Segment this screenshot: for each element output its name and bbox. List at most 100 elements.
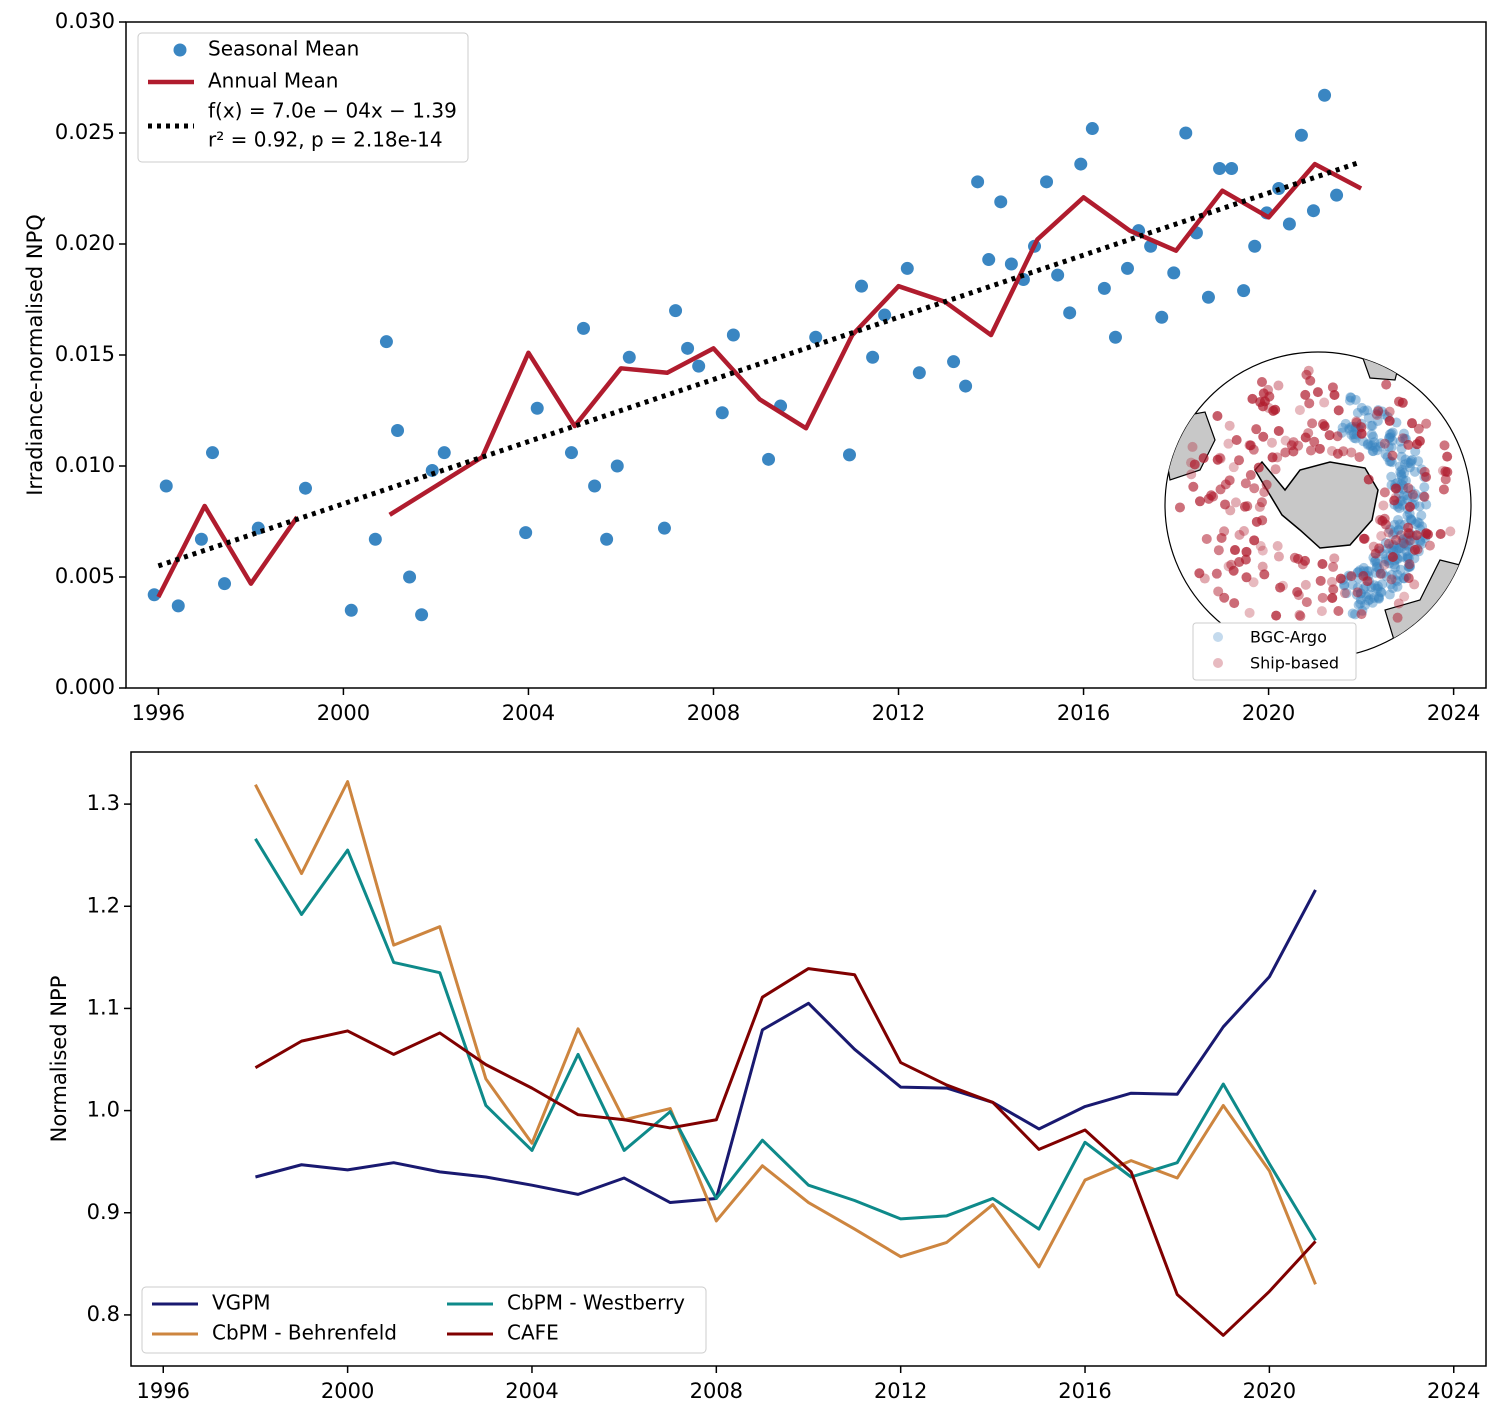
map-dot <box>1387 450 1398 461</box>
legend-label: CbPM - Westberry <box>507 1291 685 1315</box>
legend-box <box>137 32 469 163</box>
map-dot <box>1257 545 1268 556</box>
map-dot <box>1247 393 1258 404</box>
map-dot <box>1223 438 1234 449</box>
map-dot <box>1386 574 1397 585</box>
map-dot <box>1389 527 1400 538</box>
legend-label: BGC-Argo <box>1250 628 1327 647</box>
data-point <box>391 423 405 437</box>
map-dot <box>1198 453 1209 464</box>
map-dot <box>1410 489 1421 500</box>
map-dot <box>1379 559 1390 570</box>
map-dot <box>1194 568 1205 579</box>
map-dot <box>1275 582 1286 593</box>
map-dot <box>1405 458 1416 469</box>
map-dot <box>1375 568 1386 579</box>
data-point <box>1063 306 1077 320</box>
map-dot <box>1220 479 1231 490</box>
data-point <box>622 350 636 364</box>
y-tick-label: 0.8 <box>87 1302 120 1326</box>
map-dot <box>1300 555 1311 566</box>
data-point <box>1085 122 1099 136</box>
map-dot <box>1280 447 1291 458</box>
map-dot <box>1359 533 1370 544</box>
map-dot <box>1366 429 1377 440</box>
map-dot <box>1376 530 1387 541</box>
map-dot <box>1403 439 1414 450</box>
map-dot <box>1399 459 1410 470</box>
map-dot <box>1396 495 1407 506</box>
map-dot <box>1403 527 1414 538</box>
data-point <box>218 577 232 591</box>
data-point <box>726 328 740 342</box>
map-dot <box>1259 569 1270 580</box>
map-dot <box>1366 420 1377 431</box>
legend-marker <box>1213 632 1223 642</box>
map-dot <box>1421 471 1432 482</box>
x-tick-label: 1996 <box>137 1379 190 1403</box>
map-dot <box>1389 559 1400 570</box>
map-dot <box>1228 565 1239 576</box>
map-dot <box>1398 428 1409 439</box>
x-tick-label: 2024 <box>1427 1379 1480 1403</box>
data-point <box>403 570 417 584</box>
map-dot <box>1328 561 1339 572</box>
map-dot <box>1414 518 1425 529</box>
map-dot <box>1397 464 1408 475</box>
map-dot <box>1409 544 1420 555</box>
inset-map: BGC-Argo Ship-based <box>1164 351 1472 681</box>
map-dot <box>1326 576 1337 587</box>
map-dot <box>1406 455 1417 466</box>
map-dot <box>1270 464 1281 475</box>
x-tick-label: 2000 <box>317 701 370 725</box>
legend-label: r² = 0.92, p = 2.18e-14 <box>208 128 443 152</box>
map-dot <box>1234 529 1245 540</box>
map-dot <box>1351 417 1362 428</box>
map-dot <box>1387 435 1398 446</box>
map-dot <box>1397 397 1408 408</box>
map-dot <box>1421 499 1432 510</box>
map-dot <box>1273 380 1284 391</box>
map-dot <box>1300 579 1311 590</box>
legend: VGPM CbPM - Behrenfeld CbPM - Westberry CAF… <box>141 1286 707 1354</box>
data-point <box>530 401 544 415</box>
map-dot <box>1445 526 1456 537</box>
data-point <box>1213 162 1227 176</box>
map-dot <box>1333 605 1344 616</box>
map-dot <box>1315 575 1326 586</box>
map-dot <box>1244 607 1255 618</box>
data-point <box>715 406 729 420</box>
map-dot <box>1390 575 1401 586</box>
map-dot <box>1349 433 1360 444</box>
map-dot <box>1344 423 1355 434</box>
map-dot <box>1400 475 1411 486</box>
data-point <box>900 261 914 275</box>
map-dot <box>1372 561 1383 572</box>
map-dot <box>1386 428 1397 439</box>
map-dot <box>1380 519 1391 530</box>
map-dot <box>1347 608 1358 619</box>
plot-frame <box>125 21 1487 689</box>
y-tick-label: 0.9 <box>87 1200 120 1224</box>
legend-label: VGPM <box>212 1291 271 1315</box>
map-dot <box>1261 479 1272 490</box>
map-dot <box>1213 586 1224 597</box>
map-dot <box>1257 561 1268 572</box>
map-dot <box>1294 405 1305 416</box>
map-dot <box>1413 423 1424 434</box>
map-dot <box>1304 398 1315 409</box>
map-dot <box>1272 452 1283 463</box>
data-point <box>1051 268 1065 282</box>
x-tick-label: 1996 <box>132 701 185 725</box>
map-dot <box>1186 457 1197 468</box>
map-dot <box>1392 576 1403 587</box>
data-point <box>1330 188 1344 202</box>
x-tick-label: 2016 <box>1057 701 1110 725</box>
map-dot <box>1292 586 1303 597</box>
map-dot <box>1379 438 1390 449</box>
legend-label: f(x) = 7.0e − 04x − 1.39 <box>208 99 457 123</box>
map-dot <box>1409 579 1420 590</box>
map-dot <box>1370 583 1381 594</box>
map-dot <box>1369 592 1380 603</box>
y-tick-label: 0.015 <box>55 342 115 366</box>
